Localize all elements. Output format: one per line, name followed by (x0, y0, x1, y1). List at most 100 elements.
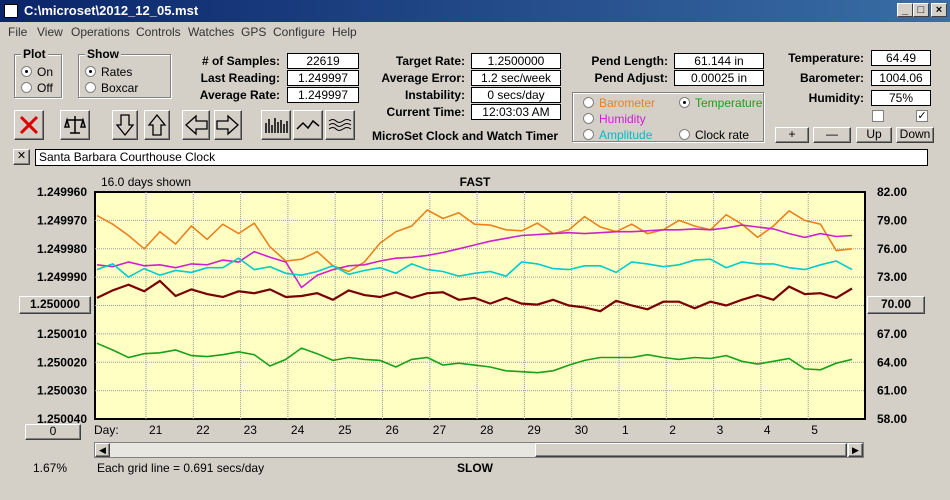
bar-graph-icon (265, 118, 288, 133)
sensor-select-group: Barometer Temperature Humidity Amplitude… (572, 92, 764, 142)
app-caption: MicroSet Clock and Watch Timer (372, 129, 559, 143)
down-arrow-button[interactable] (112, 110, 138, 140)
left-axis-label: 1.250040 (37, 412, 87, 426)
instability-label: Instability: (404, 88, 465, 102)
current-time-value: 12:03:03 AM (471, 104, 561, 120)
days-shown-label: 16.0 days shown (101, 175, 191, 189)
scroll-left-button[interactable]: ◀ (95, 443, 110, 457)
avg-error-value: 1.2 sec/week (471, 70, 561, 86)
arrow-up-icon (147, 113, 167, 136)
maximize-button[interactable]: □ (913, 3, 929, 17)
day-tick-label: 23 (244, 423, 258, 437)
target-rate-label: Target Rate: (395, 54, 465, 68)
series-line-amplitude (96, 257, 853, 279)
instability-value: 0 secs/day (471, 87, 561, 103)
left-arrow-button[interactable] (182, 110, 210, 140)
avg-rate-value: 1.249997 (287, 87, 359, 103)
day-tick-label: 22 (196, 423, 210, 437)
right-axis-label: 64.00 (877, 355, 907, 369)
plot-group: Plot On Off (14, 47, 62, 98)
reset-button[interactable] (14, 110, 44, 140)
right-axis-label: 58.00 (877, 412, 907, 426)
pend-adjust-label: Pend Adjust: (594, 71, 668, 85)
left-axis-label: 1.250010 (37, 327, 87, 341)
show-group-title: Show (85, 47, 121, 61)
menu-file[interactable]: File (8, 25, 28, 39)
day-tick-label: 27 (433, 423, 447, 437)
avg-rate-label: Average Rate: (199, 88, 280, 102)
wave-icon (328, 119, 352, 131)
pend-adjust-value: 0.00025 in (674, 70, 764, 86)
scroll-right-button[interactable]: ▶ (848, 443, 863, 457)
right-axis-label: 79.00 (877, 213, 907, 227)
time-scrollbar[interactable]: ◀ ▶ (94, 442, 864, 458)
line-button[interactable] (293, 110, 323, 140)
wave-button[interactable] (325, 110, 355, 140)
current-time-label: Current Time: (386, 105, 465, 119)
avg-error-label: Average Error: (381, 71, 465, 85)
series-line-temperature (96, 342, 853, 374)
arrow-left-icon (185, 114, 208, 136)
center-rate-button[interactable]: 1.250000 (19, 296, 91, 314)
plus-button[interactable]: + (775, 127, 809, 143)
clear-clock-button[interactable]: ✕ (13, 149, 30, 165)
menu-help[interactable]: Help (332, 25, 357, 39)
scroll-thumb[interactable] (535, 443, 847, 457)
day-tick-label: 29 (527, 423, 541, 437)
menu-configure[interactable]: Configure (273, 25, 326, 39)
day-tick-label: 1 (622, 423, 629, 437)
day-tick-label: 24 (291, 423, 305, 437)
day-tick-label: 4 (764, 423, 771, 437)
right-arrow-button[interactable] (214, 110, 242, 140)
slow-label: SLOW (457, 461, 494, 475)
day-tick-label: 3 (717, 423, 724, 437)
grid-note-label: Each grid line = 0.691 secs/day (97, 461, 264, 475)
left-axis-label: 1.250030 (37, 384, 87, 398)
rate-chart: 1.249960 82.00 1.249970 79.00 1.249980 76.00 1… (33, 175, 907, 475)
samples-label: # of Samples: (201, 54, 280, 68)
balance-icon (64, 116, 86, 134)
left-axis-label: 1.249960 (37, 185, 87, 199)
close-button[interactable]: × (931, 3, 947, 17)
bars-button[interactable] (261, 110, 291, 140)
plot-group-title: Plot (21, 47, 48, 61)
last-reading-label: Last Reading: (200, 71, 280, 85)
zero-button[interactable]: 0 (25, 424, 81, 440)
day-tick-label: 2 (669, 423, 676, 437)
arrow-down-icon (115, 114, 135, 137)
menu-controls[interactable]: Controls (136, 25, 181, 39)
samples-value: 22619 (287, 53, 359, 69)
right-checkbox[interactable]: ✓ (916, 110, 928, 122)
left-axis-label: 1.249980 (37, 242, 87, 256)
pend-length-label: Pend Length: (591, 54, 668, 68)
minimize-button[interactable]: _ (897, 3, 913, 17)
menu-gps[interactable]: GPS (241, 25, 267, 39)
menu-operations[interactable]: Operations (71, 25, 130, 39)
humidity-value: 75% (871, 90, 931, 106)
up-arrow-button[interactable] (144, 110, 170, 140)
show-group: Show Rates Boxcar (78, 47, 171, 98)
menu-watches[interactable]: Watches (188, 25, 235, 39)
left-checkbox[interactable] (872, 110, 884, 122)
left-axis-label: 1.249990 (37, 270, 87, 284)
clock-name-field[interactable]: Santa Barbara Courthouse Clock (35, 149, 928, 166)
up-button[interactable]: Up (856, 127, 892, 143)
arrow-right-icon (216, 114, 239, 136)
day-tick-label: 21 (149, 423, 163, 437)
left-axis-label: 1.249970 (37, 213, 87, 227)
humidity-label: Humidity: (808, 91, 864, 105)
pend-length-value: 61.144 in (674, 53, 764, 69)
balance-button[interactable] (60, 110, 90, 140)
center-temp-button[interactable]: 70.00 (867, 296, 925, 314)
right-axis-label: 67.00 (877, 327, 907, 341)
minus-button[interactable]: — (813, 127, 851, 143)
series-line-humidity (96, 224, 853, 289)
menu-view[interactable]: View (37, 25, 63, 39)
window-title: C:\microset\2012_12_05.mst (24, 3, 199, 18)
barometer-label: Barometer: (799, 71, 864, 85)
down-button[interactable]: Down (896, 127, 934, 143)
series-line-barometer (96, 209, 853, 273)
title-bar[interactable]: C:\microset\2012_12_05.mst _ □ × (0, 0, 950, 22)
right-axis-label: 61.00 (877, 384, 907, 398)
